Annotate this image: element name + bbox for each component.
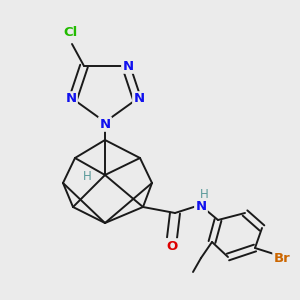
- Text: H: H: [82, 170, 91, 184]
- Text: N: N: [99, 118, 111, 130]
- Text: N: N: [195, 200, 207, 212]
- Text: H: H: [200, 188, 208, 202]
- Text: N: N: [122, 59, 134, 73]
- Text: Cl: Cl: [63, 26, 77, 40]
- Text: N: N: [65, 92, 76, 106]
- Text: N: N: [134, 92, 145, 106]
- Text: O: O: [167, 239, 178, 253]
- Text: Br: Br: [274, 251, 290, 265]
